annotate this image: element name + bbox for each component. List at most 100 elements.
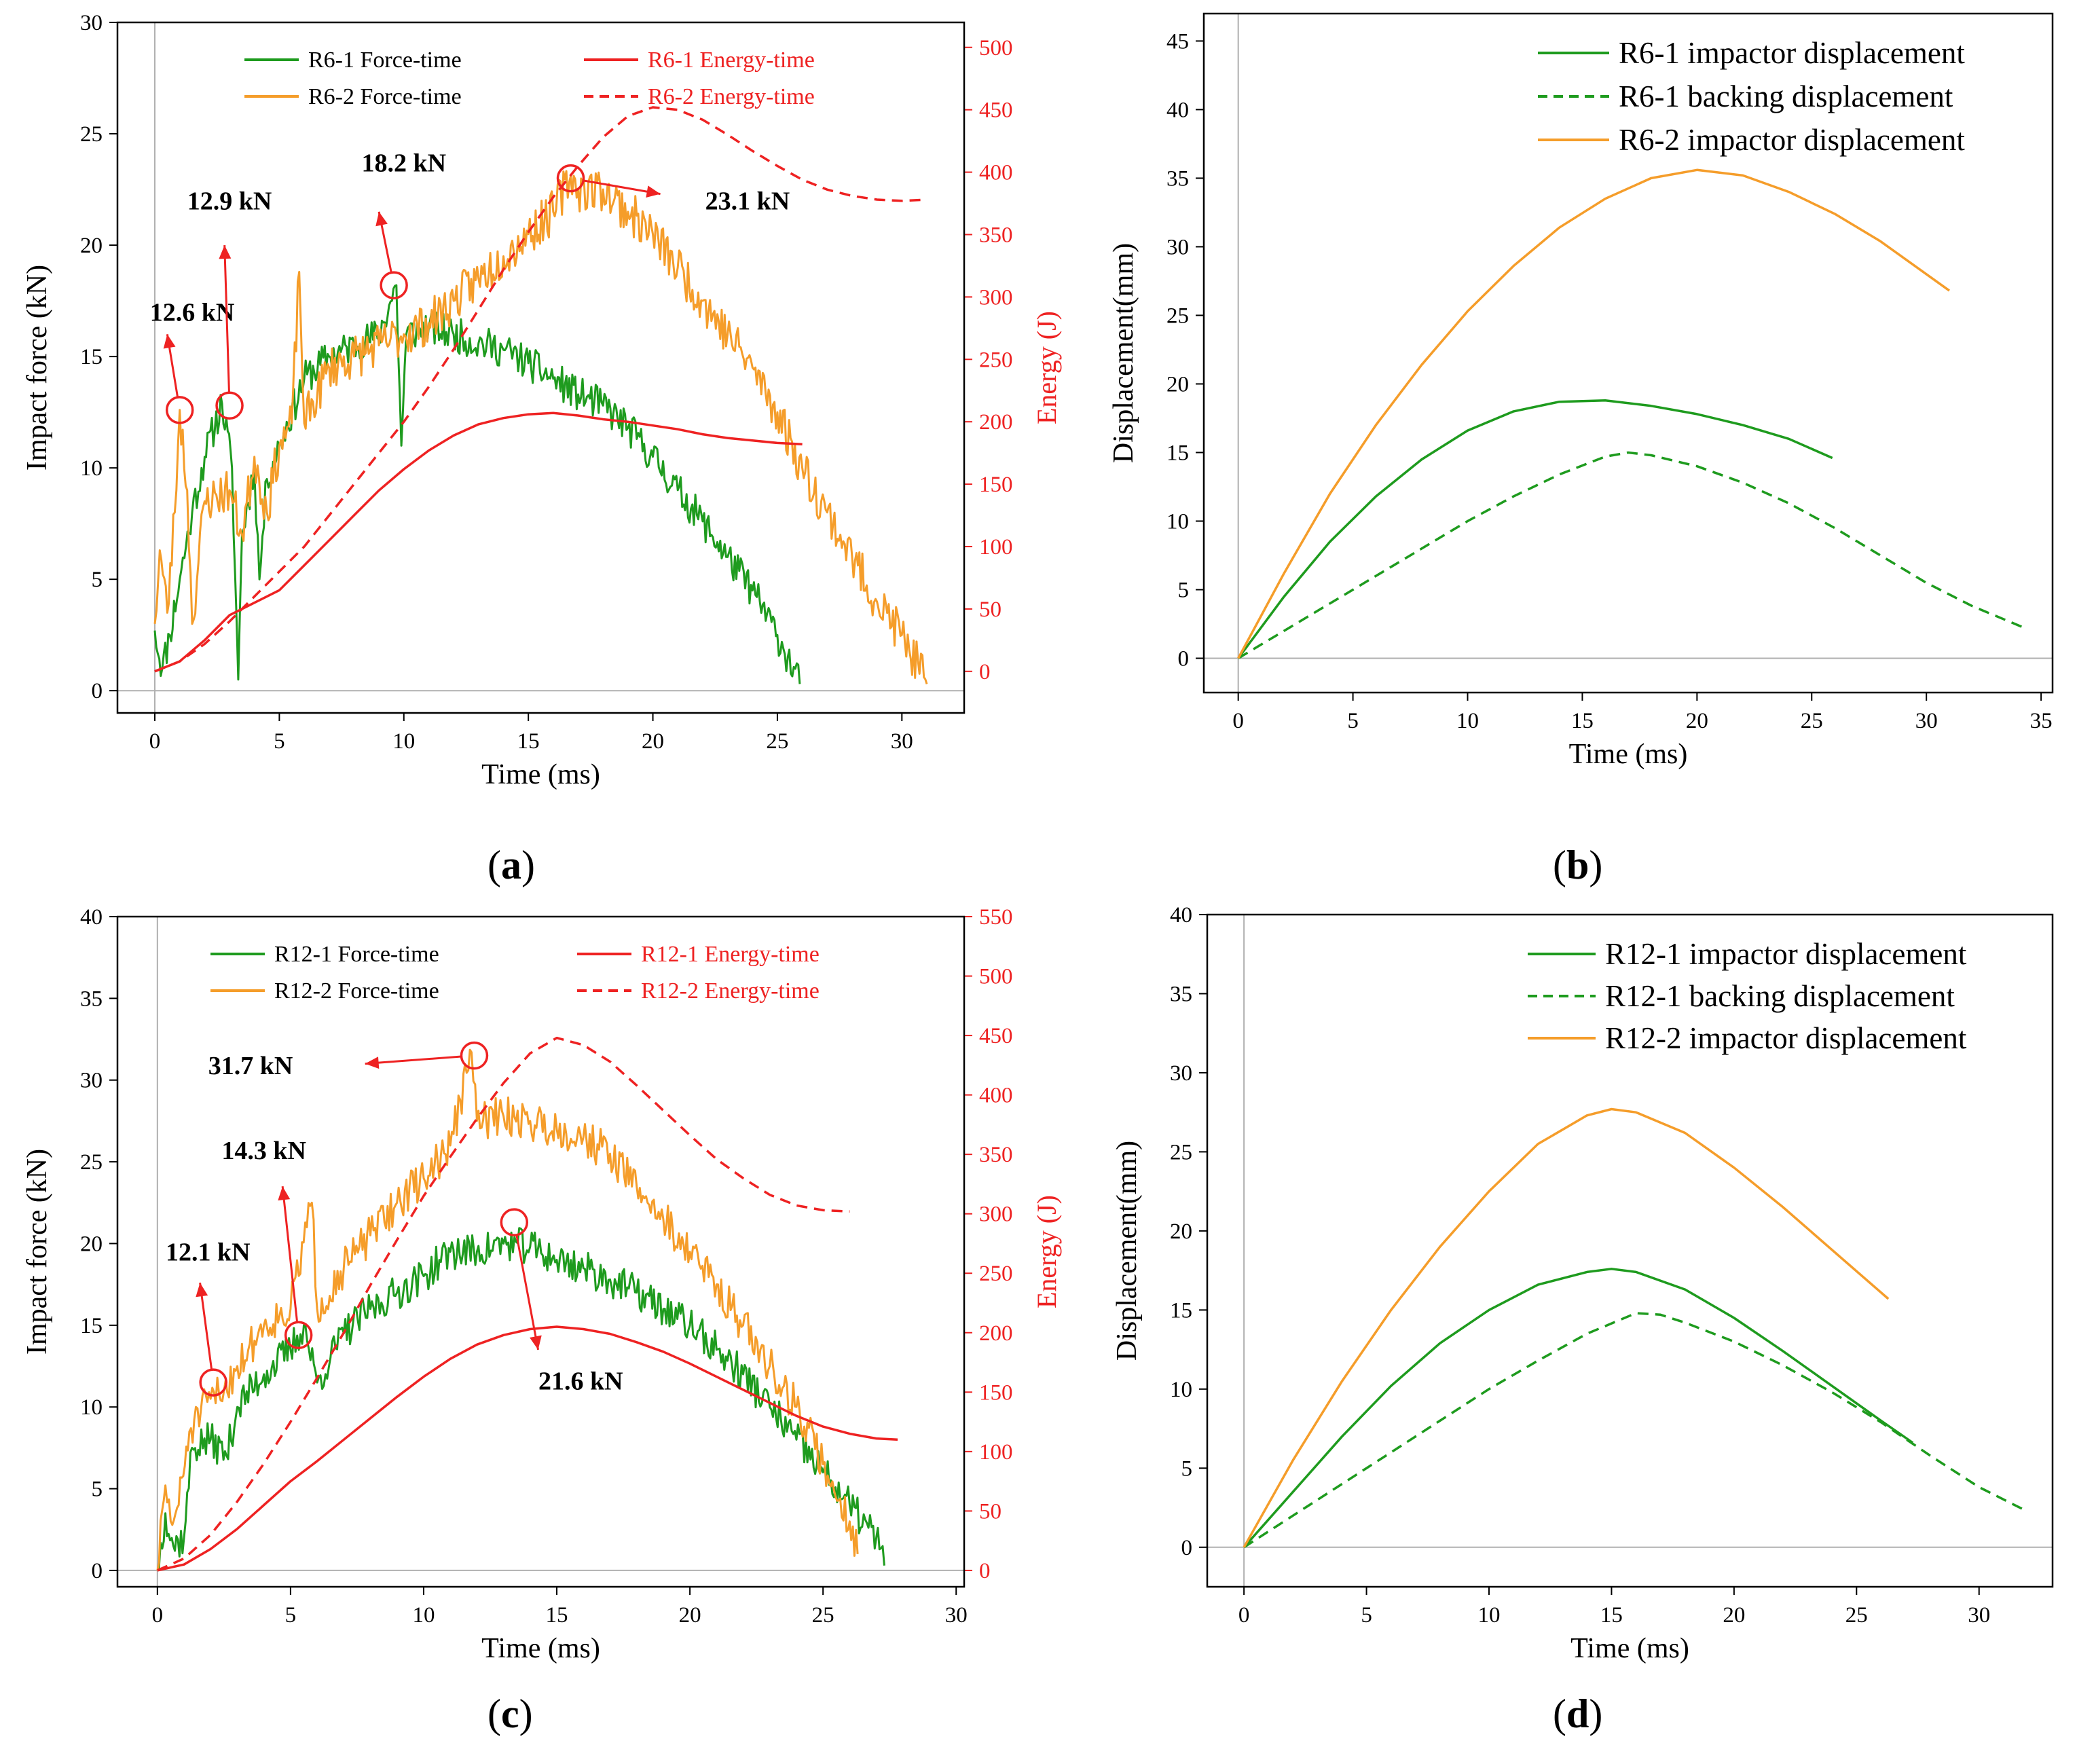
panel-label-c: (c): [488, 1691, 533, 1736]
legend-label: R12-1 impactor displacement: [1605, 937, 1967, 971]
y2-tick-label: 350: [979, 1143, 1013, 1167]
x-axis-label: Time (ms): [1570, 1633, 1689, 1664]
y2-tick-label: 350: [979, 223, 1013, 247]
y2-axis-label: Energy (J): [1031, 1195, 1062, 1308]
peak-value-label: 23.1 kN: [705, 187, 790, 215]
legend-label: R6-1 backing displacement: [1619, 79, 1953, 113]
peak-value-label: 12.6 kN: [150, 298, 235, 327]
legend-label: R12-2 Energy-time: [641, 978, 820, 1004]
peak-marker-circle: [165, 396, 194, 424]
y2-tick-label: 300: [979, 1202, 1013, 1227]
peak-arrow-head: [530, 1335, 542, 1350]
legend-label: R12-2 Force-time: [274, 978, 439, 1004]
peak-value-label: 18.2 kN: [361, 149, 446, 178]
peak-marker-circle: [380, 271, 408, 299]
series-line-r12-2-force-time: [156, 1048, 859, 1571]
y2-tick-label: 100: [979, 1440, 1013, 1465]
y-tick-label: 0: [1181, 1536, 1193, 1560]
x-tick-label: 35: [2030, 709, 2053, 733]
y-tick-label: 10: [1166, 509, 1189, 534]
y-axis-label: Displacement(mm): [1111, 1141, 1143, 1361]
y2-tick-label: 250: [979, 348, 1013, 372]
x-tick-label: 0: [1232, 709, 1244, 733]
panel-label-a: (a): [488, 843, 535, 887]
x-tick-label: 5: [274, 729, 285, 754]
x-tick-label: 0: [149, 729, 161, 754]
x-tick-label: 15: [1600, 1603, 1623, 1628]
x-tick-label: 20: [1723, 1603, 1745, 1628]
y-tick-label: 5: [1181, 1456, 1193, 1481]
y-axis-label: Impact force (kN): [22, 265, 53, 471]
y-tick-label: 30: [80, 11, 103, 35]
series-line-r6-2-impactor-displacement: [1237, 168, 1951, 659]
peak-arrow-head: [375, 211, 388, 227]
peak-value-label: 12.9 kN: [187, 187, 272, 215]
x-tick-label: 30: [891, 729, 913, 754]
peak-arrow: [281, 1186, 299, 1323]
y2-axis-label: Energy (J): [1031, 311, 1062, 424]
y-tick-label: 35: [80, 987, 103, 1011]
legend-label: R6-2 Energy-time: [648, 84, 815, 109]
x-tick-label: 20: [642, 729, 664, 754]
y-tick-label: 20: [1170, 1219, 1192, 1244]
x-tick-label: 20: [679, 1603, 701, 1628]
peak-marker-circle: [199, 1368, 227, 1397]
x-tick-label: 30: [1915, 709, 1938, 733]
x-tick-label: 10: [1478, 1603, 1501, 1628]
y2-tick-label: 200: [979, 1321, 1013, 1346]
series-line-r12-2-energy-time: [157, 1036, 850, 1572]
y-tick-label: 25: [1170, 1140, 1192, 1164]
y-tick-label: 25: [80, 1150, 103, 1175]
peak-marker-circle: [460, 1041, 489, 1070]
y-tick-label: 5: [92, 568, 103, 592]
peak-arrow-head: [278, 1186, 291, 1201]
y-tick-label: 0: [1178, 646, 1190, 671]
x-axis-label: Time (ms): [481, 759, 600, 790]
x-axis-label: Time (ms): [1569, 739, 1688, 770]
x-tick-label: 0: [152, 1603, 164, 1628]
y2-tick-label: 200: [979, 410, 1013, 435]
y2-tick-label: 550: [979, 905, 1013, 930]
plot-frame: [116, 21, 966, 714]
y2-tick-label: 500: [979, 965, 1013, 989]
y-tick-label: 0: [92, 679, 103, 703]
legend-label: R6-2 Force-time: [308, 84, 462, 109]
series-line-r12-1-energy-time: [157, 1325, 898, 1572]
series-line-r6-1-backing-displacement: [1237, 451, 2026, 660]
peak-value-label: 12.1 kN: [166, 1238, 251, 1267]
y-tick-label: 15: [1166, 441, 1189, 465]
x-tick-label: 25: [1801, 709, 1823, 733]
plot-frame: [1202, 12, 2054, 694]
x-tick-label: 30: [945, 1603, 968, 1628]
legend-label: R6-2 impactor displacement: [1619, 123, 1965, 157]
y-tick-label: 45: [1166, 29, 1189, 54]
y-tick-label: 20: [1166, 372, 1189, 397]
plot-frame: [116, 915, 966, 1588]
x-axis-label: Time (ms): [481, 1633, 600, 1664]
legend-label: R6-1 Force-time: [308, 48, 462, 73]
peak-arrow: [365, 1055, 462, 1065]
panel-d: 0 5 10 15 20 25 30 0 5 10 15 20 25 30 35 40 Time (ms) Dis…: [1111, 903, 2054, 1664]
y-tick-label: 5: [1178, 578, 1190, 602]
y-tick-label: 40: [1170, 903, 1192, 927]
y-tick-label: 5: [92, 1477, 103, 1502]
legend-label: R12-1 Energy-time: [641, 942, 820, 967]
series-line-r6-2-force-time: [153, 170, 928, 684]
series-line-r6-1-impactor-displacement: [1237, 399, 1833, 659]
legend-label: R12-1 backing displacement: [1605, 979, 1955, 1013]
legend-label: R6-1 impactor displacement: [1619, 36, 1965, 70]
series-line-r12-1-impactor-displacement: [1243, 1268, 1914, 1548]
y-tick-label: 30: [1170, 1061, 1192, 1086]
x-tick-label: 15: [546, 1603, 568, 1628]
x-tick-label: 25: [1845, 1603, 1868, 1628]
peak-arrow-head: [163, 334, 176, 349]
series-line-r6-1-energy-time: [154, 411, 803, 673]
panel-c: 0 5 10 15 20 25 300510152025303540050100150200…: [22, 905, 1062, 1664]
y2-tick-label: 0: [979, 660, 991, 684]
x-tick-label: 10: [412, 1603, 435, 1628]
x-tick-label: 25: [766, 729, 788, 754]
y-tick-label: 40: [80, 905, 103, 930]
x-tick-label: 15: [517, 729, 540, 754]
